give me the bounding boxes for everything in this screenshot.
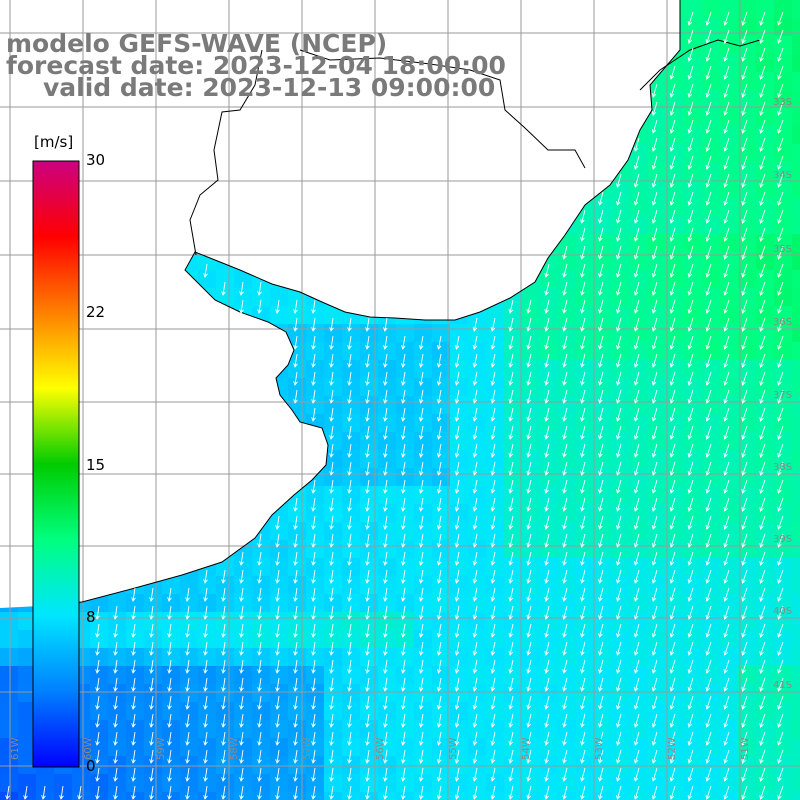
colorbar-tick-8: 8	[86, 608, 96, 626]
lon-label: 53W	[594, 737, 605, 760]
colorbar-tick-30: 30	[86, 151, 106, 169]
colorbar-gradient	[32, 160, 80, 768]
valid-date: valid date: 2023-12-13 09:00:00	[43, 73, 496, 102]
forecast-date: forecast date: 2023-12-04 18:00:00	[6, 51, 506, 80]
lat-label: 40S	[773, 606, 792, 617]
land-mask	[0, 0, 680, 608]
lon-label: 60W	[83, 737, 94, 760]
lat-label: 38S	[773, 462, 792, 473]
lon-label: 61W	[10, 737, 21, 760]
lon-label: 55W	[448, 737, 459, 760]
colorbar-unit: [m/s]	[34, 133, 74, 151]
colorbar-tick-22: 22	[86, 303, 106, 321]
lat-label: 39S	[773, 534, 792, 545]
lon-label: 51W	[740, 737, 751, 760]
colorbar-tick-0: 0	[86, 757, 96, 775]
lat-label: 41S	[773, 680, 792, 691]
lon-label: 59W	[156, 737, 167, 760]
colorbar-tick-15: 15	[86, 456, 106, 474]
lat-label: 33S	[773, 97, 792, 108]
lon-label: 56W	[375, 737, 386, 760]
colorbar	[32, 160, 80, 768]
coastline	[39, 0, 761, 607]
lon-label: 57W	[302, 737, 313, 760]
lon-label: 54W	[521, 737, 532, 760]
lat-label: 37S	[773, 390, 792, 401]
lat-label: 34S	[773, 170, 792, 181]
wind-arrows	[5, 11, 784, 800]
lat-label: 36S	[773, 317, 792, 328]
lon-label: 52W	[667, 737, 678, 760]
lat-label: 35S	[773, 244, 792, 255]
lon-label: 58W	[229, 737, 240, 760]
model-title: modelo GEFS-WAVE (NCEP)	[6, 29, 388, 58]
grid-labels: 33S 34S 35S 36S 37S 38S 39S 40S 41S 61W 60W 59W 58W 5…	[10, 97, 792, 760]
